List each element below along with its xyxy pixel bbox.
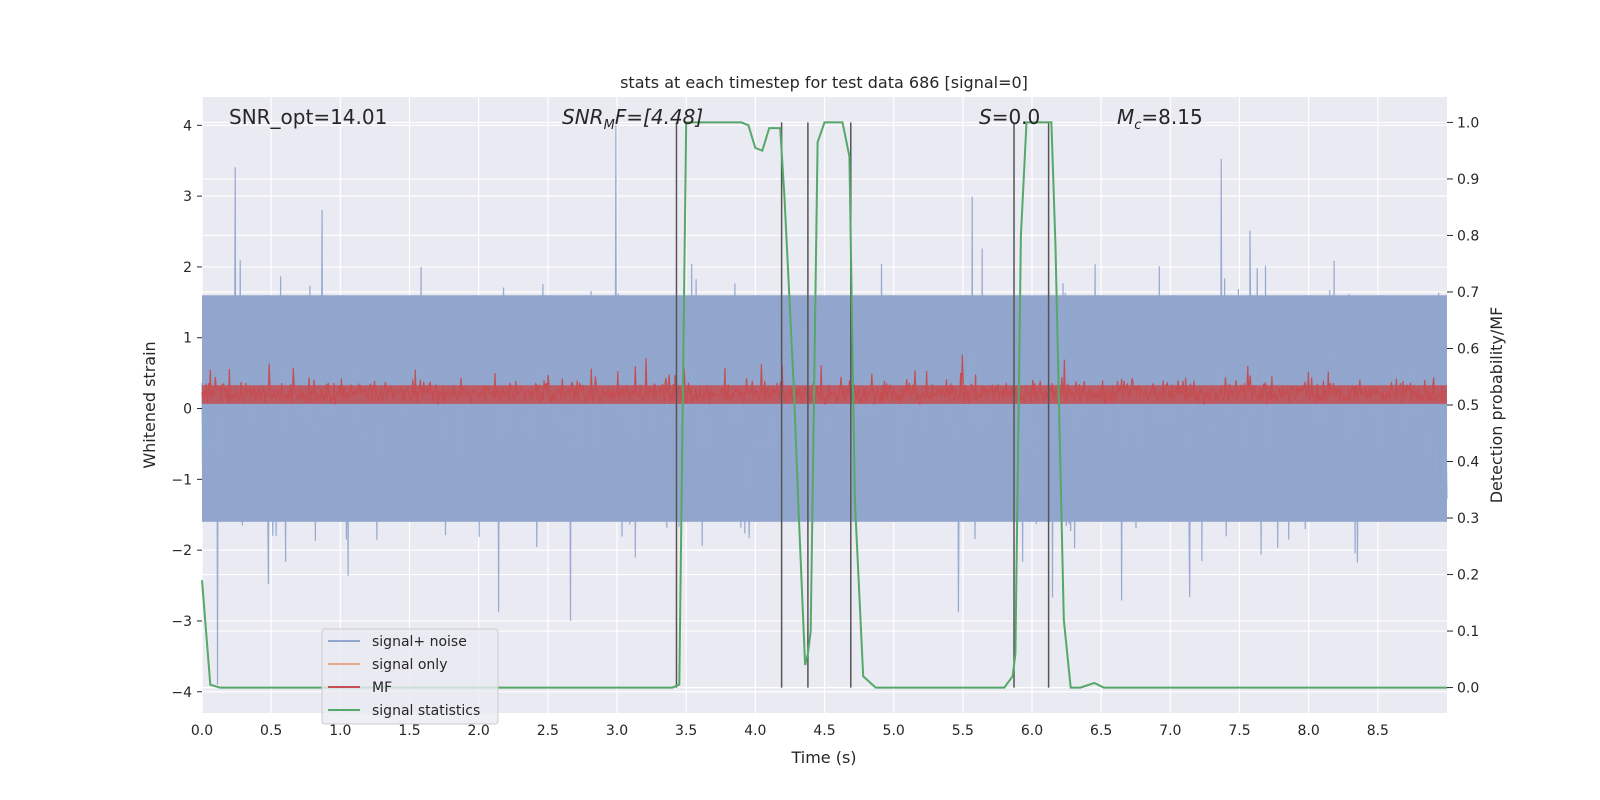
- legend-box: [321, 628, 499, 725]
- x-tick-label: 7.0: [1159, 723, 1181, 739]
- x-tick-label: 4.5: [813, 723, 835, 739]
- annotation-s: S=0.0: [979, 105, 1040, 129]
- y-tick-label: 2: [183, 260, 192, 276]
- y-tick-label: 1: [183, 331, 192, 347]
- x-tick-label: 1.0: [329, 723, 351, 739]
- y2-tick-label: 0.1: [1457, 624, 1479, 640]
- x-tick-label: 3.5: [675, 723, 697, 739]
- x-tick-label: 4.0: [744, 723, 766, 739]
- legend-label-signal-only: signal only: [372, 657, 447, 673]
- y2-tick-label: 0.7: [1457, 285, 1479, 301]
- y2-tick-label: 0.3: [1457, 511, 1479, 527]
- y2-tick-label: 0.8: [1457, 228, 1479, 244]
- x-tick-label: 6.0: [1021, 723, 1043, 739]
- signal-noise-series: [201, 125, 1448, 685]
- x-tick-label: 8.0: [1298, 723, 1320, 739]
- x-tick-label: 2.0: [468, 723, 490, 739]
- annotation-snr-opt: SNR_opt=14.01: [229, 105, 387, 129]
- signal-statistics-series: [201, 121, 1447, 689]
- y2-tick-label: 0.9: [1457, 172, 1479, 188]
- annotation-mc: Mc=8.15: [1117, 105, 1203, 133]
- x-tick-label: 0.5: [260, 723, 282, 739]
- y2-tick-labels: 1.0 0.9 0.8 0.7 0.6 0.5 0.4 0.3 0.2 0.1 0.0: [1447, 115, 1479, 697]
- y-tick-label: −3: [171, 614, 192, 630]
- y-axis-label: Whitened strain: [140, 341, 159, 468]
- x-tick-label: 6.5: [1090, 723, 1112, 739]
- legend-label-mf: MF: [372, 680, 392, 696]
- y2-tick-label: 0.0: [1457, 681, 1479, 697]
- y-tick-label: −1: [171, 472, 192, 488]
- annotation-snr-mf: SNRMF=[4.48]: [562, 105, 703, 133]
- y2-tick-label: 0.5: [1457, 398, 1479, 414]
- x-tick-label: 1.5: [398, 723, 420, 739]
- y2-tick-label: 0.2: [1457, 568, 1479, 584]
- x-tick-label: 5.5: [952, 723, 974, 739]
- x-tick-label: 5.0: [883, 723, 905, 739]
- y-tick-label: 4: [183, 118, 192, 134]
- y2-axis-label: Detection probability/MF: [1487, 307, 1506, 504]
- vertical-markers: [675, 122, 1050, 688]
- x-axis-label: Time (s): [790, 748, 856, 767]
- y-tick-label: −4: [171, 685, 192, 701]
- noise-line: [201, 125, 1448, 685]
- x-tick-label: 0.0: [191, 723, 213, 739]
- mf-series: [201, 354, 1447, 406]
- x-tick-label: 2.5: [537, 723, 559, 739]
- legend-label-signal-noise: signal+ noise: [372, 634, 467, 650]
- signal-statistics-line: [201, 121, 1447, 689]
- y-tick-label: −2: [171, 543, 192, 559]
- y2-tick-label: 0.6: [1457, 341, 1479, 357]
- legend: signal+ noise signal only MF signal stat…: [321, 628, 499, 725]
- x-tick-label: 3.0: [606, 723, 628, 739]
- x-tick-labels: 0.0 0.5 1.0 1.5 2.0 2.5 3.0 3.5 4.0 4.5 5.0 5.5 6.0 6…: [191, 723, 1389, 739]
- legend-label-signal-statistics: signal statistics: [372, 703, 480, 719]
- mf-line: [201, 354, 1447, 406]
- chart-title: stats at each timestep for test data 686…: [620, 73, 1028, 92]
- y-tick-label: 3: [183, 189, 192, 205]
- y-tick-labels: 4 3 2 1 0 −1 −2 −3 −4: [171, 118, 202, 701]
- x-tick-label: 8.5: [1367, 723, 1389, 739]
- y2-tick-label: 1.0: [1457, 115, 1479, 131]
- x-tick-label: 7.5: [1228, 723, 1250, 739]
- y-tick-label: 0: [183, 402, 192, 418]
- y2-tick-label: 0.4: [1457, 455, 1479, 471]
